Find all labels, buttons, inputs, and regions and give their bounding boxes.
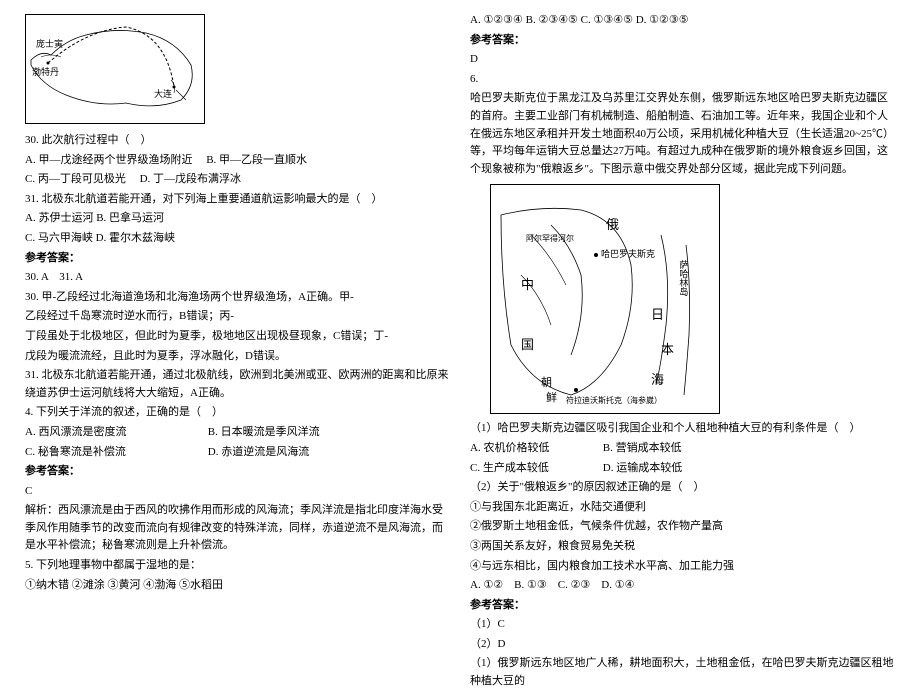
answer-heading-3: 参考答案： [470,32,895,50]
q31-stem: 31. 北极东北航道若能开通，对下列海上重要通道航运影响最大的是（ ） [25,191,450,209]
exp6: （1）俄罗斯远东地区地广人稀，耕地面积大，土地租金低，在哈巴罗夫斯克边疆区租地种… [470,655,895,690]
exp30a: 30. 甲-乙段经过北海道渔场和北海渔场两个世界级渔场，A正确。甲- [25,289,450,307]
map2-city: 哈巴罗夫斯克 [601,247,655,261]
map2-korea2: 鲜 [546,390,557,408]
ans5: D [470,51,895,69]
sub2-2: ②俄罗斯土地租金低，气候条件优越，农作物产量高 [470,518,895,536]
exp30d: 戊段为暖流流经，且此时为夏季，浮冰融化，D错误。 [25,348,450,366]
q6-num: 6. [470,71,895,89]
q6-sub1-row1: A. 农机价格较低 B. 营销成本较低 [470,440,895,458]
sub1C: C. 生产成本较低 [470,460,600,478]
exp31: 31. 北极东北航道若能开通，通过北极航线，欧洲到北美洲或亚、欧两洲的距离和比原… [25,367,450,402]
q31-optA: A. 苏伊士运河 [25,212,93,224]
map2-rus: 俄 [606,215,619,236]
q31-optC: C. 马六甲海峡 [25,232,93,244]
q30-optC: C. 丙—丁段可见极光 [25,173,126,185]
exp30c: 丁段虽处于北极地区，但此时为夏季，极地地区出现极昼现象，C错误；丁- [25,328,450,346]
answer-heading-1: 参考答案： [25,250,450,268]
map1-label-3: 大连 [154,87,172,101]
sub1B: B. 营销成本较低 [603,442,682,454]
map2-island: 萨哈林岛 [676,260,690,296]
ans-30-31: 30. A 31. A [25,269,450,287]
q31-row2: C. 马六甲海峡 D. 霍尔木兹海峡 [25,230,450,248]
map1-label-1: 庞士寅 [36,37,63,51]
q6-sub1: （1）哈巴罗夫斯克边疆区吸引我国企业和个人租地种植大豆的有利条件是（ ） [470,420,895,438]
q30-optD: D. 丁—戊段布满浮冰 [140,173,241,185]
map2-japan1: 日 [651,305,664,326]
map2-river: 阿尔罕得河尔 [526,233,574,246]
map2-japan2: 本 [661,340,674,361]
sub1A: A. 农机价格较低 [470,440,600,458]
sub2-opts: A. ①② B. ①③ C. ②③ D. ①④ [470,577,895,595]
sub2-4: ④与远东相比，国内粮食加工技术水平高、加工能力强 [470,558,895,576]
q31-row1: A. 苏伊士运河 B. 巴拿马运河 [25,210,450,228]
ans6-1: （1）C [470,616,895,634]
q30-row1: A. 甲—戊途经两个世界级渔场附近 B. 甲—乙段一直顺水 [25,152,450,170]
answer-heading-4: 参考答案： [470,597,895,615]
q6-sub1-row2: C. 生产成本较低 D. 运输成本较低 [470,460,895,478]
q30-optA: A. 甲—戊途经两个世界级渔场附近 [25,154,192,166]
q31-optD: D. 霍尔木兹海峡 [96,232,175,244]
q30-row2: C. 丙—丁段可见极光 D. 丁—戊段布满浮冰 [25,171,450,189]
q30-optB: B. 甲—乙段一直顺水 [206,154,307,166]
map2-guo: 国 [521,335,534,356]
map-eurasia: 庞士寅 渤特丹 大连 [25,14,205,124]
q5-stem: 5. 下列地理事物中都属于湿地的是： [25,557,450,575]
q4-optA: A. 西风漂流是密度流 [25,424,205,442]
q30-stem: 30. 此次航行过程中（ ） [25,132,450,150]
left-column: 庞士寅 渤特丹 大连 30. 此次航行过程中（ ） A. 甲—戊途经两个世界级渔… [15,10,460,641]
q6-sub2: （2）关于"俄粮返乡"的原因叙述正确的是（ ） [470,479,895,497]
map1-label-2: 渤特丹 [32,65,59,79]
q4-optC: C. 秘鲁寒流是补偿流 [25,444,205,462]
ans4: C [25,483,450,501]
right-column: A. ①②③④ B. ②③④⑤ C. ①③④⑤ D. ①②③⑤ 参考答案： D … [460,10,905,641]
q5-answer-options: A. ①②③④ B. ②③④⑤ C. ①③④⑤ D. ①②③⑤ [470,12,895,30]
sub1D: D. 运输成本较低 [603,462,682,474]
q4-optB: B. 日本暖流是季风洋流 [208,426,320,438]
map2-port: 符拉迪沃斯托克（海参崴） [566,395,662,408]
q4-optD: D. 赤道逆流是风海流 [208,446,309,458]
sub2-3: ③两国关系友好，粮食贸易免关税 [470,538,895,556]
map2-sea: 海 [651,370,664,391]
map2-china: 中 [521,275,534,296]
q5-options: ①纳木错 ②滩涂 ③黄河 ④渤海 ⑤水稻田 [25,577,450,595]
map-russia-china: 俄 中 国 哈巴罗夫斯克 萨哈林岛 日 本 海 朝 鲜 符拉迪沃斯托克（海参崴）… [490,184,720,414]
q4-row1: A. 西风漂流是密度流 B. 日本暖流是季风洋流 [25,424,450,442]
q31-optB: B. 巴拿马运河 [96,212,164,224]
sub2-1: ①与我国东北距离近，水陆交通便利 [470,499,895,517]
q6-para1: 哈巴罗夫斯克位于黑龙江及乌苏里江交界处东侧，俄罗斯远东地区哈巴罗夫斯克边疆区的首… [470,90,895,178]
q4-stem: 4. 下列关于洋流的叙述，正确的是（ ） [25,404,450,422]
q4-row2: C. 秘鲁寒流是补偿流 D. 赤道逆流是风海流 [25,444,450,462]
exp30b: 乙段经过千岛寒流时逆水而行，B错误；丙- [25,308,450,326]
answer-heading-2: 参考答案： [25,463,450,481]
exp4: 解析：西风漂流是由于西风的吹拂作用而形成的风海流；季风洋流是指北印度洋海水受季风… [25,502,450,555]
